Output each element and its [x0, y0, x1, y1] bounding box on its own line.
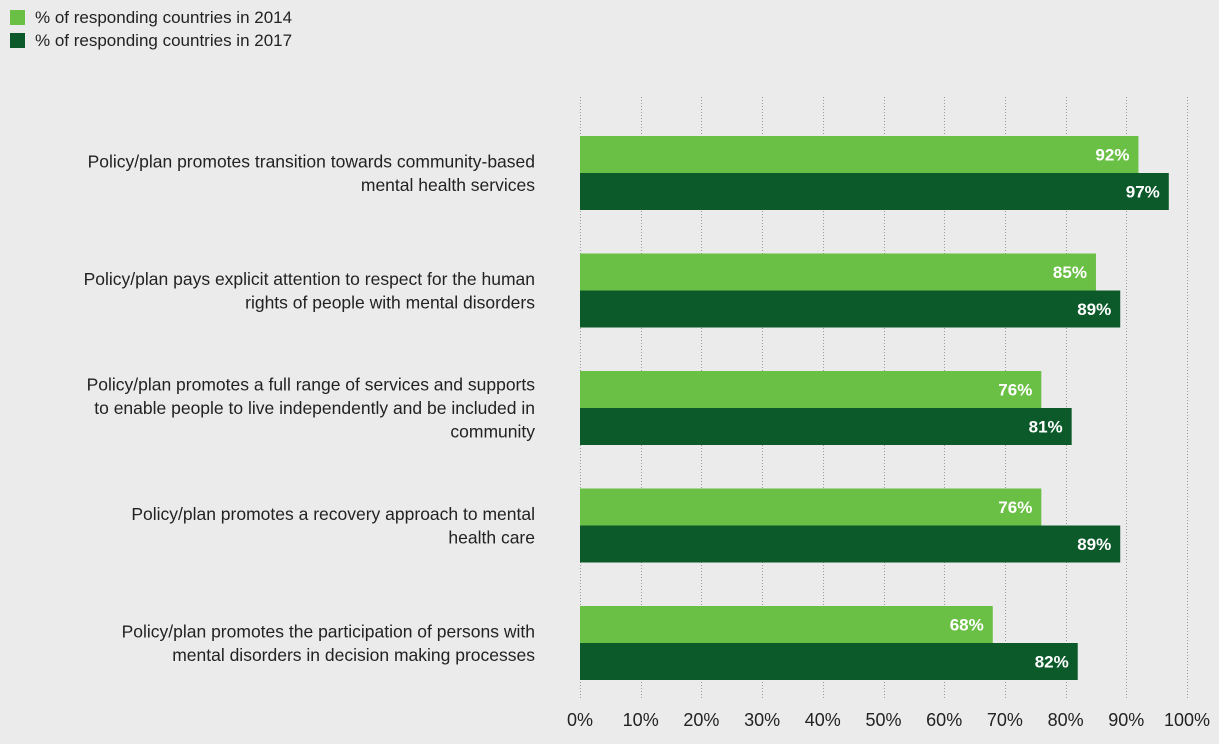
bar-value-label: 81%: [1029, 418, 1063, 437]
category-label: Policy/plan pays explicit attention to r…: [84, 269, 536, 313]
x-tick-label: 70%: [987, 710, 1023, 730]
legend-swatch-2017: [10, 33, 25, 48]
bar-value-label: 97%: [1126, 183, 1160, 202]
bar: [580, 371, 1042, 408]
x-tick-label: 10%: [623, 710, 659, 730]
category-label-line: rights of people with mental disorders: [245, 292, 535, 312]
category-label: Policy/plan promotes a full range of ser…: [87, 375, 536, 442]
bars: 92% 97% 85% 89% 76% 81% 76% 89% 68% 82%: [580, 136, 1169, 680]
x-tick-label: 60%: [926, 710, 962, 730]
legend-item-2017: % of responding countries in 2017: [10, 29, 292, 52]
bar-value-label: 85%: [1053, 263, 1087, 282]
bar-value-label: 92%: [1095, 146, 1129, 165]
chart-legend: % of responding countries in 2014 % of r…: [10, 6, 292, 52]
bar: [580, 606, 993, 643]
category-label: Policy/plan promotes transition towards …: [88, 151, 536, 195]
x-tick-label: 90%: [1108, 710, 1144, 730]
bar: [580, 408, 1072, 445]
category-label-line: health care: [448, 527, 535, 547]
bar-value-label: 76%: [998, 498, 1032, 517]
category-label-line: Policy/plan promotes a full range of ser…: [87, 375, 536, 395]
bar-value-label: 68%: [950, 616, 984, 635]
category-label: Policy/plan promotes a recovery approach…: [131, 504, 535, 548]
legend-label-2014: % of responding countries in 2014: [35, 7, 293, 27]
bar: [580, 643, 1078, 680]
bar: [580, 290, 1121, 328]
x-tick-label: 20%: [683, 710, 719, 730]
x-tick-label: 50%: [865, 710, 901, 730]
bar: [580, 488, 1042, 526]
bar-value-label: 89%: [1077, 300, 1111, 319]
legend-item-2014: % of responding countries in 2014: [10, 6, 292, 29]
bar: [580, 253, 1096, 291]
legend-label-2017: % of responding countries in 2017: [35, 30, 293, 50]
bar: [580, 525, 1121, 563]
x-tick-label: 40%: [805, 710, 841, 730]
bar-value-label: 76%: [998, 381, 1032, 400]
category-label-line: Policy/plan pays explicit attention to r…: [84, 269, 535, 289]
category-label: Policy/plan promotes the participation o…: [122, 621, 536, 665]
category-label-line: Policy/plan promotes the participation o…: [122, 621, 535, 641]
category-label-line: mental disorders in decision making proc…: [172, 645, 535, 665]
bar-value-label: 89%: [1077, 535, 1111, 554]
x-tick-label: 0%: [567, 710, 593, 730]
bar: [580, 173, 1169, 210]
category-label-line: mental health services: [361, 175, 535, 195]
category-labels: Policy/plan promotes transition towards …: [84, 151, 536, 665]
bar: [580, 136, 1139, 173]
category-label-line: Policy/plan promotes transition towards …: [88, 151, 535, 171]
category-label-line: Policy/plan promotes a recovery approach…: [131, 504, 535, 524]
category-label-line: to enable people to live independently a…: [94, 398, 535, 418]
x-tick-label: 30%: [744, 710, 780, 730]
legend-swatch-2014: [10, 10, 25, 25]
x-axis-tick-labels: 0% 10% 20% 30% 40% 50% 60% 70% 80% 90% 100%: [567, 710, 1210, 730]
category-label-line: community: [450, 422, 535, 442]
x-tick-label: 100%: [1164, 710, 1210, 730]
bar-value-label: 82%: [1035, 653, 1069, 672]
x-tick-label: 80%: [1048, 710, 1084, 730]
